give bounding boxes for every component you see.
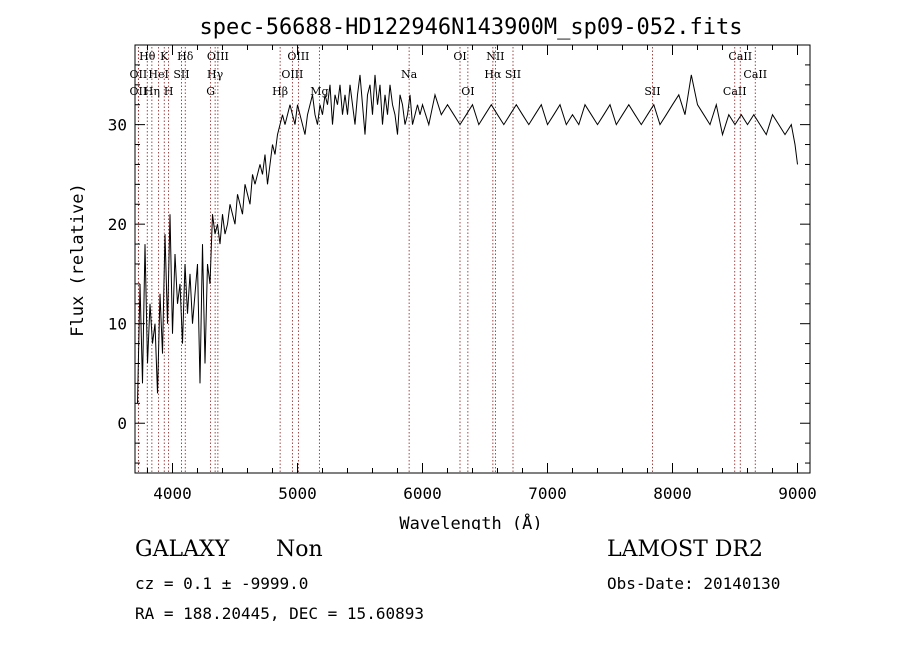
y-tick-label: 0 — [117, 414, 127, 433]
spectral-line-label: Hθ — [139, 50, 156, 63]
spectral-line-label: CaII — [743, 68, 767, 81]
x-tick-label: 9000 — [778, 484, 817, 503]
redshift-readout: cz = 0.1 ± -9999.0 — [135, 574, 309, 593]
x-tick-label: 7000 — [528, 484, 567, 503]
y-tick-label: 20 — [108, 215, 127, 234]
y-tick-label: 10 — [108, 315, 127, 334]
x-tick-label: 4000 — [153, 484, 192, 503]
x-axis-label: Wavelength (Å) — [399, 512, 542, 530]
spectral-line-label: NII — [486, 50, 504, 63]
spectral-line-label: Hα — [484, 68, 502, 81]
spectral-line-label: OI — [461, 85, 474, 98]
plot-frame — [134, 44, 811, 474]
spectral-line-label: SII — [644, 85, 660, 98]
spectral-line-label: CaII — [723, 85, 747, 98]
y-tick-label: 30 — [108, 116, 127, 135]
spectral-line-label: OII — [130, 68, 148, 81]
object-subclass: Non — [276, 537, 323, 562]
spectral-line-label: H — [164, 85, 174, 98]
spectrum-chart: spec-56688-HD122946N143900M_sp09-052.fit… — [68, 15, 817, 530]
survey-name: LAMOST DR2 — [607, 537, 763, 562]
spectral-line-label: Hγ — [207, 68, 224, 81]
spectral-line-label: OIII — [281, 68, 303, 81]
spectral-line-label: K — [160, 50, 169, 63]
spectral-line-label: Hδ — [177, 50, 194, 63]
spectral-line-label: G — [206, 85, 215, 98]
object-class: GALAXY — [135, 537, 230, 562]
x-tick-label: 6000 — [403, 484, 442, 503]
chart-title: spec-56688-HD122946N143900M_sp09-052.fit… — [199, 15, 742, 40]
y-axis-label: Flux (relative) — [68, 183, 88, 337]
x-tick-label: 8000 — [653, 484, 692, 503]
spectral-line-label: OI — [453, 50, 466, 63]
spectral-line-label: OIII — [287, 50, 309, 63]
spectrum-series-line — [137, 74, 798, 404]
spectral-line-label: CaII — [728, 50, 752, 63]
spectral-line-label: Na — [401, 68, 418, 81]
spectral-line-label: HeI — [148, 68, 168, 81]
spectral-line-label: Hη — [144, 85, 160, 98]
spectral-line-label: OIII — [207, 50, 229, 63]
coordinates-readout: RA = 188.20445, DEC = 15.60893 — [135, 604, 424, 623]
spectral-line-label: Hβ — [272, 85, 288, 98]
observation-date: Obs-Date: 20140130 — [607, 574, 781, 593]
spectral-line-label: SII — [505, 68, 521, 81]
spectral-line-label: SII — [173, 68, 189, 81]
spectral-line-label: OII — [130, 85, 148, 98]
spectral-line-label: Mg — [310, 85, 328, 98]
x-tick-label: 5000 — [278, 484, 317, 503]
